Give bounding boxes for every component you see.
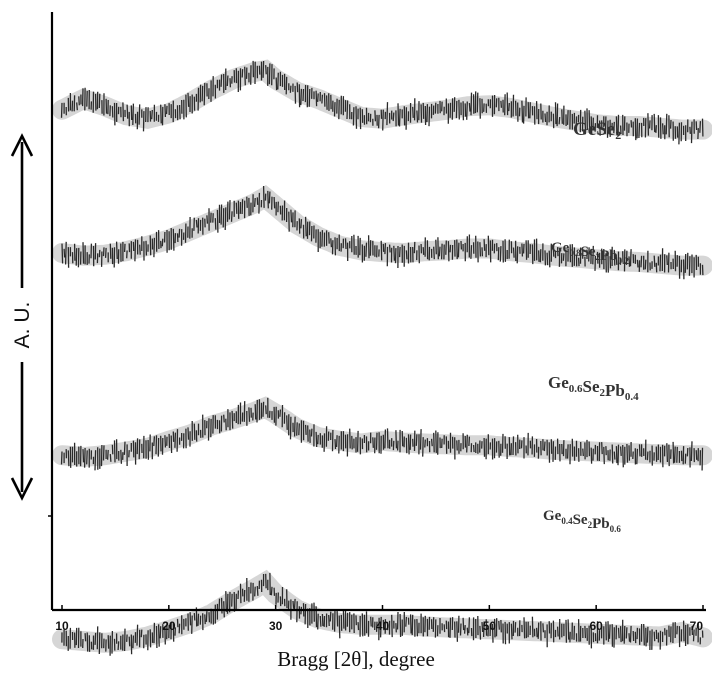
x-axis-label: Bragg [2θ], degree bbox=[277, 647, 435, 671]
arrow-up-icon bbox=[10, 133, 34, 157]
series-label: Ge0.4Se2Pb0.6 bbox=[543, 508, 621, 534]
series-trace bbox=[52, 185, 712, 280]
axes bbox=[48, 12, 706, 612]
x-tick-label: 40 bbox=[376, 619, 390, 633]
x-tick-label: 30 bbox=[269, 619, 283, 633]
series-trace bbox=[52, 569, 712, 656]
trace-line bbox=[60, 397, 704, 471]
series-label: Ge0.6Se2Pb0.4 bbox=[548, 373, 639, 403]
x-tick-label: 60 bbox=[589, 619, 603, 633]
x-tick-label: 20 bbox=[162, 619, 176, 633]
trace-line bbox=[61, 572, 704, 656]
arrow-down-icon bbox=[10, 477, 34, 501]
x-tick-label: 50 bbox=[483, 619, 497, 633]
trace-line bbox=[60, 60, 704, 145]
series-label: GeSe2 bbox=[573, 119, 621, 142]
trace-line bbox=[61, 185, 704, 280]
x-tick-label: 70 bbox=[690, 619, 704, 633]
series-trace bbox=[52, 59, 712, 145]
x-tick-label: 10 bbox=[55, 619, 69, 633]
series-trace bbox=[52, 396, 712, 471]
trace-band bbox=[52, 569, 712, 653]
y-axis-label: A. U. bbox=[11, 302, 34, 349]
y-axis-arrow: A. U. bbox=[10, 133, 34, 501]
series-labels: GeSe2 Ge0.8Se2Pb0.2 Ge0.6Se2Pb0.4 Ge0.4Se2P… bbox=[543, 119, 639, 534]
series-traces bbox=[52, 59, 712, 656]
series-label: Ge0.8Se2Pb0.2 bbox=[551, 240, 629, 266]
x-ticks: 10 20 30 40 50 60 70 bbox=[55, 605, 704, 633]
